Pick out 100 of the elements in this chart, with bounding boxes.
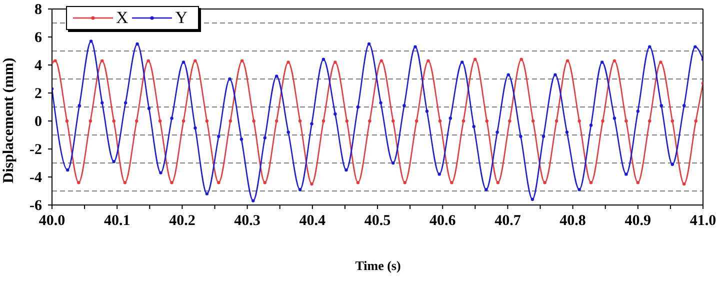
point [205,119,209,123]
point [89,40,93,43]
point [438,172,441,176]
point [496,130,499,134]
point [624,172,628,176]
x-tick-label: 41.0 [690,213,716,229]
point [520,58,523,61]
point [566,59,570,62]
point [543,181,546,184]
point [485,119,488,123]
point [670,119,674,123]
legend-label: X [116,8,128,28]
line-series [52,58,703,186]
point [298,188,302,192]
point [112,160,116,164]
point [310,182,314,186]
point [578,119,581,123]
y-tick-label: 8 [34,2,42,18]
point [66,168,70,172]
point [298,119,302,123]
point [77,181,80,184]
point [274,74,278,78]
point [228,119,232,123]
point [474,58,477,61]
point [182,119,186,123]
point [403,181,406,184]
point [670,162,674,166]
point [88,119,92,123]
point [100,101,104,104]
point [112,119,116,123]
point [182,60,186,64]
y-tick-label: -6 [30,198,42,214]
point [334,112,337,116]
point [123,181,127,184]
point [438,119,442,123]
point [274,119,278,123]
point [636,110,640,113]
point [286,60,290,64]
point [648,119,652,123]
point [345,119,349,123]
point [589,181,593,184]
point [78,104,81,108]
point [170,181,174,184]
point [565,130,569,134]
point [368,119,372,123]
point [124,101,128,104]
point [146,59,150,62]
x-tick-label: 40.1 [104,213,130,229]
point [450,181,454,184]
point [65,119,69,123]
point [310,122,314,126]
y-tick-label: 2 [34,86,42,102]
point [147,106,151,110]
point [448,116,452,120]
point [170,116,174,120]
point [54,59,57,62]
y-tick-label: -2 [30,142,42,158]
point [531,119,535,123]
point [392,161,395,165]
point [414,45,417,48]
point [344,168,348,172]
point [426,59,430,62]
point [425,110,429,113]
point [554,73,557,76]
point [402,104,406,108]
point [252,119,256,123]
point [205,192,209,196]
point [694,119,698,123]
x-tick-label: 40.5 [364,213,391,229]
point [612,59,616,62]
point [636,181,640,184]
x-tick-label: 40.9 [624,213,652,229]
point [414,119,418,123]
x-tick-label: 40.7 [494,213,522,229]
point [194,59,197,62]
point [601,119,604,123]
point [322,119,326,123]
point [589,124,593,127]
point [624,119,628,123]
point [159,171,162,174]
x-tick-label: 40.6 [429,213,456,229]
y-tick-label: 4 [34,58,42,74]
point [334,60,337,64]
x-tick-label: 40.8 [560,213,586,229]
point [194,126,197,130]
point [217,134,220,138]
point [506,73,510,76]
x-tick-label: 40.2 [169,213,196,229]
point [600,60,604,64]
point [100,59,104,62]
point [228,77,232,81]
point [612,116,616,120]
point [659,60,662,64]
y-tick-label: 6 [34,30,42,46]
point [217,181,220,184]
point [484,188,488,192]
point [460,60,464,64]
point [392,119,395,123]
point [356,181,360,184]
point [356,105,360,109]
